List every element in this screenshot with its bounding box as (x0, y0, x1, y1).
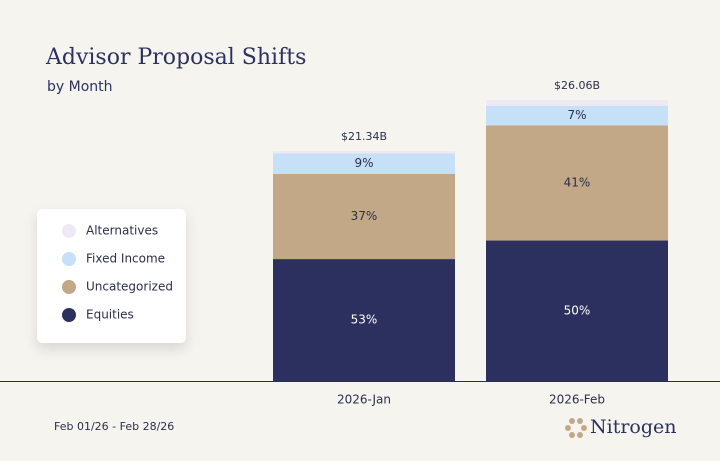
bar-segment (486, 105, 668, 126)
segment-label: 7% (567, 108, 586, 122)
date-range: Feb 01/26 - Feb 28/26 (54, 420, 174, 433)
bar-segment (273, 150, 455, 154)
legend-box (37, 209, 186, 343)
total-label: $26.06B (554, 79, 600, 92)
bar-segment (486, 100, 668, 106)
legend-marker (62, 280, 76, 294)
bar-segment (273, 173, 455, 260)
bar-segment (486, 125, 668, 241)
brand-name: Nitrogen (590, 416, 677, 438)
legend-label: Equities (86, 308, 134, 322)
segment-label: 41% (564, 175, 591, 189)
chart-title: Advisor Proposal Shifts (45, 45, 306, 70)
total-label: $21.34B (341, 130, 387, 143)
legend-marker (62, 252, 76, 266)
chart-subtitle: by Month (47, 79, 113, 95)
legend-marker (62, 224, 76, 238)
x-tick-label: 2026-Jan (337, 393, 391, 407)
legend-label: Alternatives (86, 224, 158, 238)
bar-segment (486, 240, 668, 381)
legend-label: Uncategorized (86, 280, 173, 294)
bar-segment (273, 259, 455, 381)
segment-label: 37% (351, 209, 378, 223)
legend-marker (62, 308, 76, 322)
segment-label: 9% (354, 156, 373, 170)
x-tick-label: 2026-Feb (549, 393, 605, 407)
segment-label: 50% (564, 303, 591, 317)
segment-label: 53% (351, 313, 378, 327)
legend-label: Fixed Income (86, 252, 165, 266)
brand-logo (565, 418, 587, 438)
bar-segment (273, 153, 455, 174)
